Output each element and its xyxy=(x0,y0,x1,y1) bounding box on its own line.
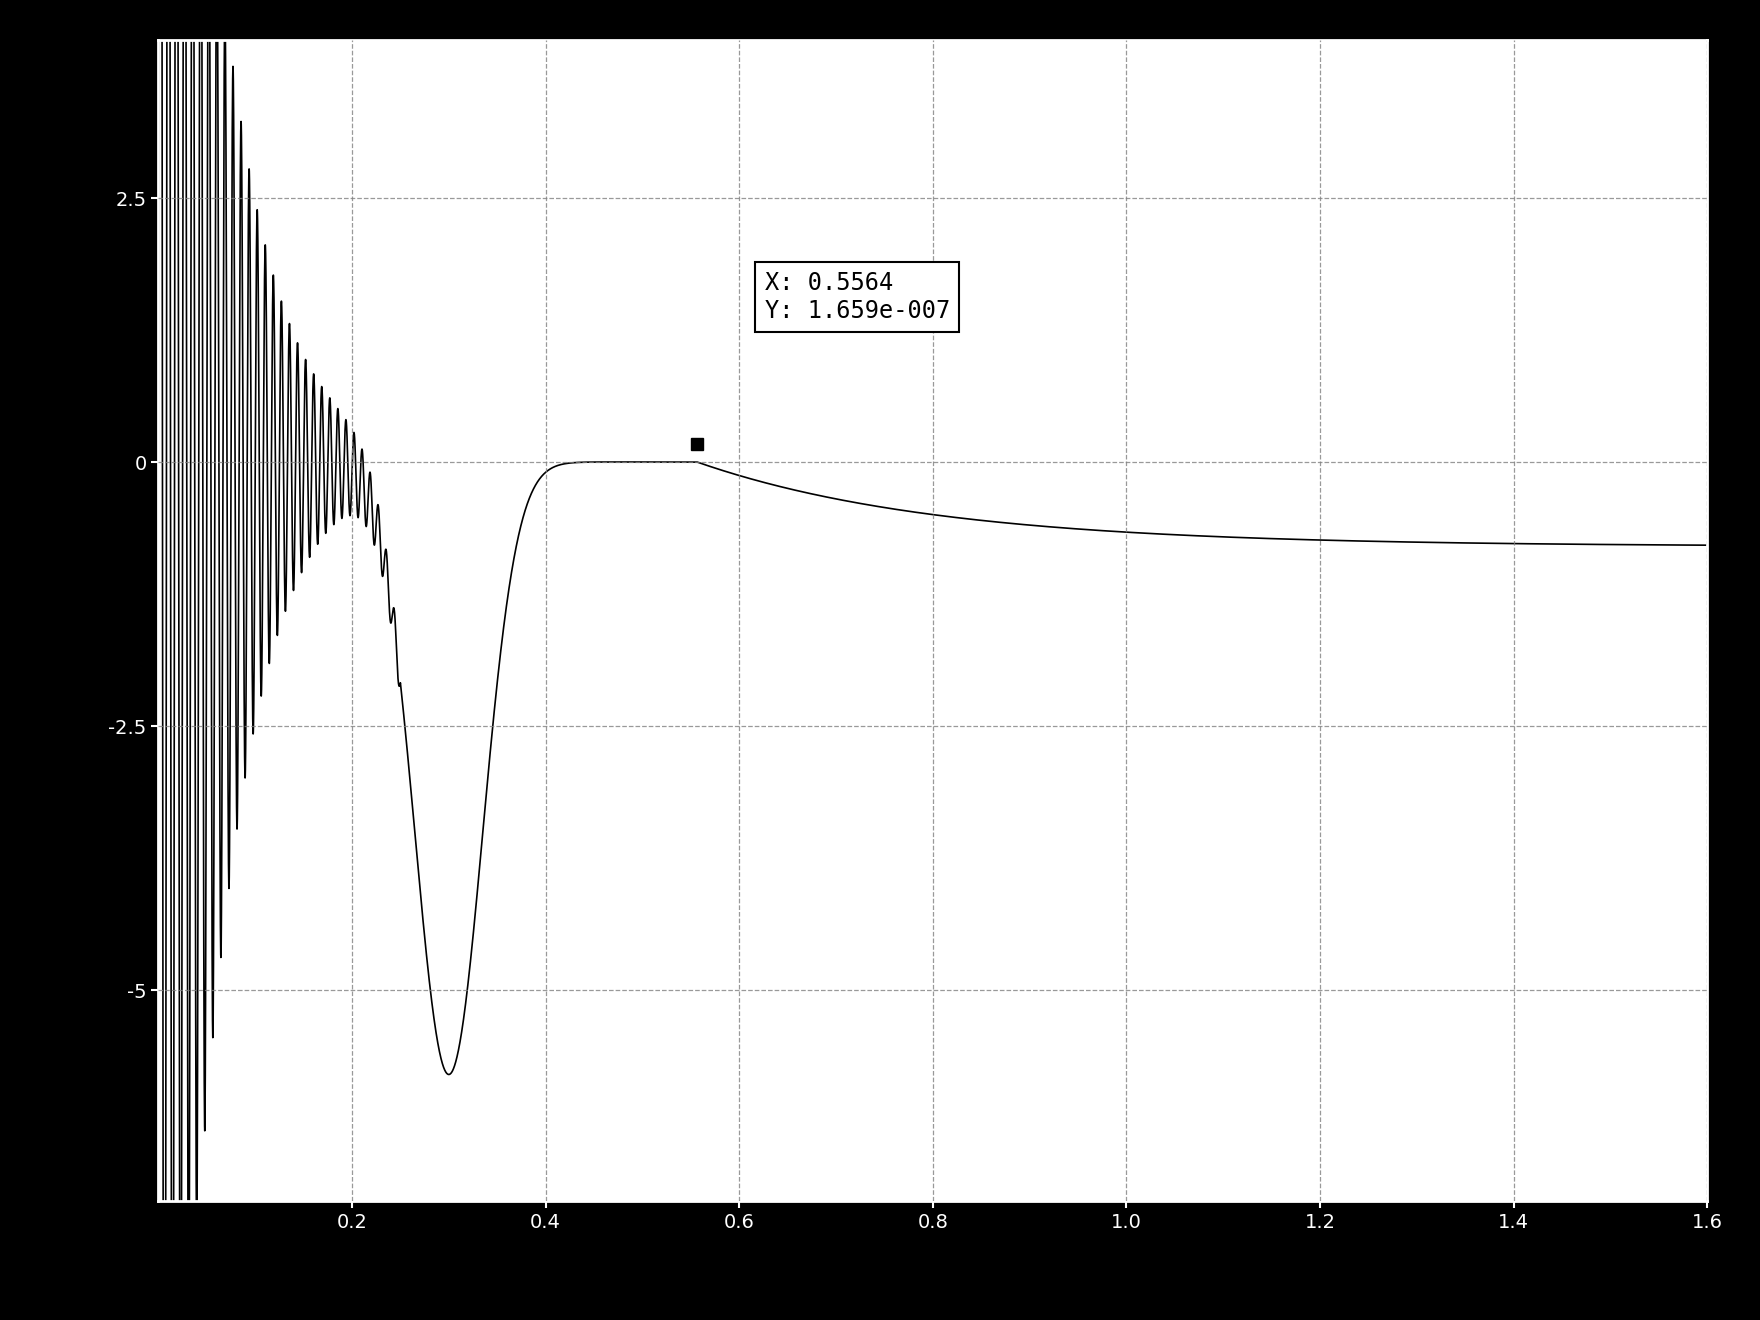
Text: X: 0.5564
Y: 1.659e-007: X: 0.5564 Y: 1.659e-007 xyxy=(766,271,950,323)
